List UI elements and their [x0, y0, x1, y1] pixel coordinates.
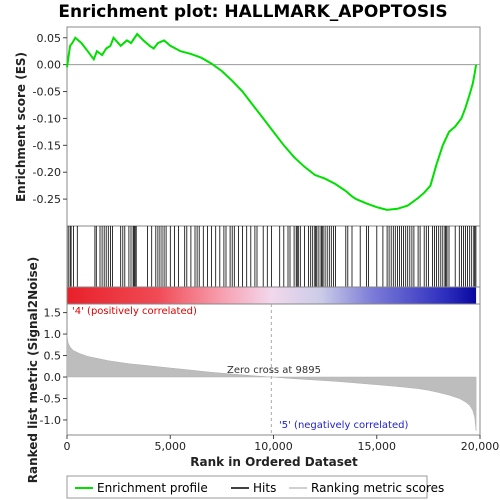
- legend-frame: [66, 475, 428, 499]
- es-ytick-label: -0.10: [33, 112, 61, 125]
- x-axis-title: Rank in Ordered Dataset: [190, 455, 358, 469]
- x-tick-label: 10,000: [254, 440, 293, 453]
- x-tick-label: 20,000: [461, 440, 500, 453]
- metric-panel: 1.51.00.50.0-0.5-1.0 Zero cross at 9895 …: [40, 303, 481, 436]
- hits-panel: [66, 225, 481, 288]
- es-ytick-label: 0.05: [37, 32, 62, 45]
- chart-title: Enrichment plot: HALLMARK_APOPTOSIS: [58, 2, 447, 22]
- es-ytick-label: -0.15: [33, 139, 61, 152]
- es-ytick-label: -0.25: [33, 193, 61, 206]
- es-ytick-label: -0.20: [33, 166, 61, 179]
- legend-label-hits: Hits: [253, 481, 276, 495]
- metric-ytick-label: 0.0: [44, 371, 62, 384]
- es-ytick-label: -0.05: [33, 86, 61, 99]
- positive-label: '4' (positively correlated): [72, 306, 197, 317]
- negative-label: '5' (negatively correlated): [279, 420, 408, 431]
- metric-ytick-label: 1.0: [44, 328, 62, 341]
- es-panel: 0.05 0.00 -0.05 -0.10 -0.15 -0.20 -0.25: [33, 26, 481, 227]
- ranking-heatbar: [67, 287, 477, 304]
- legend-label-metric: Ranking metric scores: [311, 481, 444, 495]
- x-tick-label: 5,000: [155, 440, 187, 453]
- metric-area: [66, 334, 477, 431]
- zero-cross-label: Zero cross at 9895: [227, 365, 321, 376]
- metric-ytick-label: -0.5: [40, 392, 61, 405]
- es-frame: [66, 26, 481, 227]
- legend-label-enrichment: Enrichment profile: [97, 481, 208, 495]
- es-line: [66, 32, 478, 211]
- es-ytick-label: 0.00: [37, 59, 62, 72]
- es-axis-title: Enrichment score (ES): [14, 52, 28, 202]
- metric-ytick-label: 0.5: [44, 350, 62, 363]
- metric-ytick-label: 1.5: [44, 307, 62, 320]
- x-tick-label: 0: [64, 440, 71, 453]
- legend: Enrichment profile Hits Ranking metric s…: [66, 475, 444, 499]
- metric-ytick-label: -1.0: [40, 414, 61, 427]
- metric-axis-title: Ranked list metric (Signal2Noise): [26, 257, 40, 484]
- x-tick-label: 15,000: [358, 440, 397, 453]
